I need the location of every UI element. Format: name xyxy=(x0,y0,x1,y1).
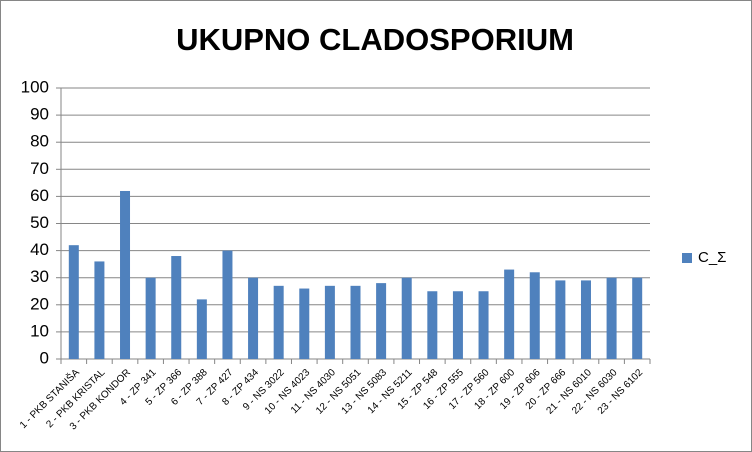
bar xyxy=(171,256,182,359)
bar xyxy=(452,291,463,359)
legend-label: C_Σ xyxy=(698,249,726,266)
y-tick-label: 70 xyxy=(30,159,49,178)
y-tick-label: 30 xyxy=(30,267,49,286)
bar xyxy=(350,285,361,359)
bar xyxy=(299,288,310,359)
y-tick-label: 50 xyxy=(30,213,49,232)
y-tick-label: 10 xyxy=(30,321,49,340)
bar xyxy=(248,277,259,359)
bar xyxy=(555,280,566,359)
bar xyxy=(145,277,156,359)
legend-swatch xyxy=(682,253,692,263)
y-tick-label: 60 xyxy=(30,186,49,205)
bar xyxy=(376,283,387,359)
bar xyxy=(529,272,540,359)
bar xyxy=(94,261,105,359)
bar xyxy=(120,190,131,359)
chart-title: UKUPNO CLADOSPORIUM xyxy=(176,22,574,57)
y-tick-label: 100 xyxy=(21,77,49,96)
y-tick-label: 90 xyxy=(30,105,49,124)
bar xyxy=(196,299,207,359)
bar xyxy=(324,285,335,359)
bar xyxy=(632,277,643,359)
bar xyxy=(401,277,412,359)
bar xyxy=(222,250,233,359)
bar xyxy=(606,277,617,359)
bar xyxy=(68,245,79,359)
y-tick-label: 80 xyxy=(30,132,49,151)
bar xyxy=(273,285,284,359)
y-tick-label: 0 xyxy=(40,348,49,367)
bar xyxy=(504,269,515,359)
y-tick-label: 40 xyxy=(30,240,49,259)
bar xyxy=(427,291,438,359)
y-tick-label: 20 xyxy=(30,294,49,313)
bar xyxy=(478,291,489,359)
bar xyxy=(580,280,591,359)
